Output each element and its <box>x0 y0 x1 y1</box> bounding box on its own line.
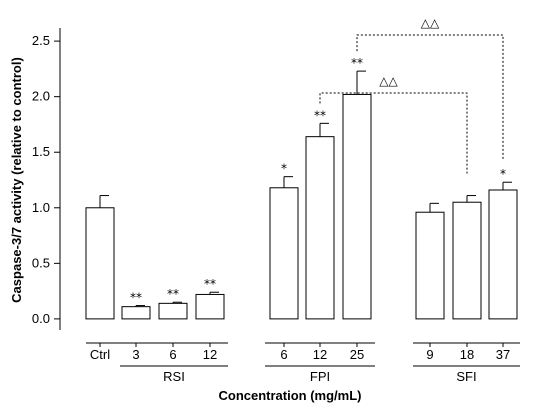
x-tick-label: 12 <box>313 347 327 362</box>
bar <box>305 136 335 320</box>
x-tick-label: 25 <box>350 347 364 362</box>
group-label: RSI <box>163 369 185 384</box>
bar <box>488 189 518 320</box>
bar <box>158 302 188 320</box>
group-label: FPI <box>310 369 330 384</box>
significance-mark: ** <box>351 56 363 70</box>
x-tick-label: 6 <box>169 347 176 362</box>
bar <box>85 207 115 320</box>
x-tick-label: 6 <box>280 347 287 362</box>
y-tick-label: 0.0 <box>32 311 50 326</box>
comparison-label: △△ <box>379 74 398 88</box>
significance-mark: * <box>281 162 287 176</box>
x-tick-label: 12 <box>203 347 217 362</box>
y-tick-label: 1.5 <box>32 144 50 159</box>
x-tick-label: 37 <box>496 347 510 362</box>
bar <box>415 211 445 320</box>
comparison-label: △△ <box>421 16 440 30</box>
group-label: SFI <box>456 369 476 384</box>
bar <box>342 93 372 320</box>
bar <box>452 201 482 320</box>
y-tick-label: 1.0 <box>32 200 50 215</box>
y-tick-label: 0.5 <box>32 255 50 270</box>
x-tick-label: 3 <box>132 347 139 362</box>
comparison-bracket <box>356 34 504 161</box>
bar <box>121 306 151 320</box>
y-tick-label: 2.5 <box>32 33 50 48</box>
y-tick-label: 2.0 <box>32 89 50 104</box>
significance-mark: * <box>500 167 506 181</box>
comparison-bracket <box>319 92 468 174</box>
significance-mark: ** <box>204 277 216 291</box>
bar <box>269 187 299 320</box>
x-tick-label: Ctrl <box>90 347 110 362</box>
significance-mark: ** <box>314 108 326 122</box>
bar <box>195 293 225 320</box>
significance-mark: ** <box>167 287 179 301</box>
y-axis-title: Caspase-3/7 activity (relative to contro… <box>9 57 24 303</box>
significance-mark: ** <box>130 291 142 305</box>
x-axis-title: Concentration (mg/mL) <box>219 388 362 403</box>
x-tick-label: 18 <box>460 347 474 362</box>
x-tick-label: 9 <box>426 347 433 362</box>
